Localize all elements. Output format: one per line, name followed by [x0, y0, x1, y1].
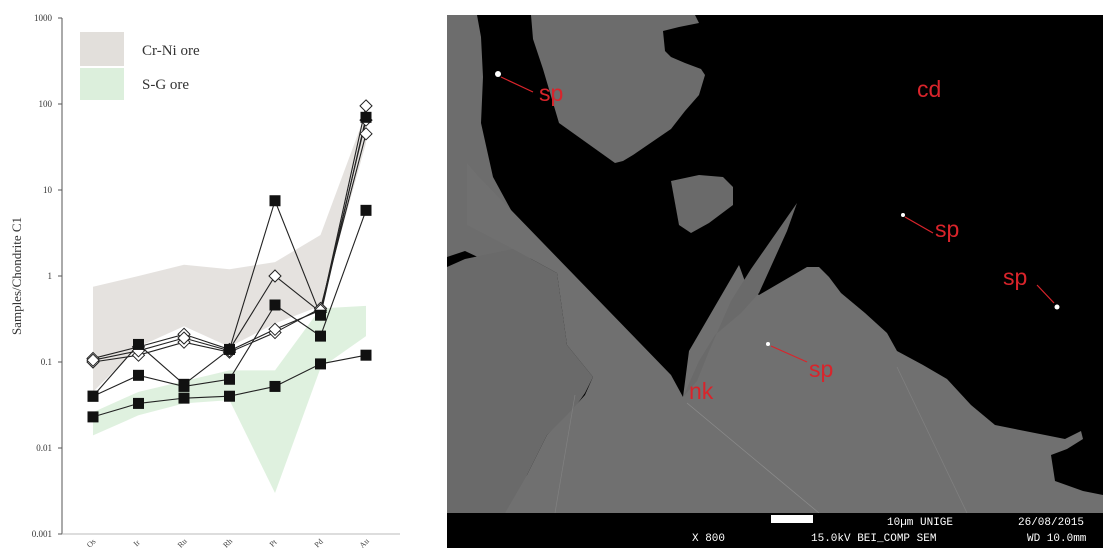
- grain-fracture-2: [554, 394, 576, 514]
- scale-text: 10µm UNIGE: [887, 517, 953, 529]
- data-point-square: [224, 390, 235, 402]
- data-point-square: [133, 397, 144, 409]
- y-tick-label: 1: [48, 271, 53, 281]
- legend: Cr-Ni ore S-G ore: [80, 32, 200, 100]
- nickeline-left-lobe: [447, 249, 593, 513]
- data-point-diamond: [268, 322, 282, 337]
- data-point-square: [133, 369, 144, 381]
- x-tick-label: Au: [358, 537, 371, 548]
- y-tick-label: 100: [39, 99, 53, 109]
- label-sp-2: sp: [935, 216, 959, 242]
- sem-micrograph: sp cd sp sp sp nk 10µm UNIGE 26/08/2015 …: [447, 15, 1103, 548]
- nickeline-spike: [683, 203, 797, 397]
- data-point-square: [360, 349, 372, 361]
- series-layer: [86, 99, 373, 423]
- sp-arrow-3: [1036, 284, 1055, 304]
- data-point-square: [315, 358, 326, 370]
- legend-swatch-cr-ni: [80, 32, 124, 66]
- legend-swatch-s-g: [80, 68, 124, 100]
- y-tick-label: 0.001: [32, 529, 52, 539]
- scale-bar: [771, 515, 813, 523]
- date-text: 26/08/2015: [1018, 517, 1084, 529]
- data-point-square: [269, 299, 281, 311]
- data-point-square: [133, 338, 144, 350]
- data-point-square: [360, 204, 372, 216]
- x-tick-label: Ru: [176, 537, 189, 548]
- data-point-diamond: [268, 269, 282, 283]
- label-cd: cd: [917, 76, 941, 102]
- data-point-diamond: [359, 127, 373, 141]
- sp-arrow-1: [500, 76, 534, 93]
- y-tick-label: 10: [43, 185, 53, 195]
- x-tick-label: Pd: [313, 537, 325, 548]
- data-point-square: [315, 309, 326, 321]
- y-tick-label: 0.01: [36, 443, 52, 453]
- grain-fracture-3: [896, 366, 968, 514]
- x-tick-label: Ir: [132, 538, 142, 548]
- fields-layer: [93, 112, 366, 493]
- sem-svg: sp cd sp sp sp nk 10µm UNIGE 26/08/2015 …: [447, 15, 1103, 548]
- x-tick-label: Rh: [221, 537, 234, 548]
- sperrylite-grain-4: [766, 342, 770, 346]
- y-ticks: 0.001 0.01 0.1 1 10 100 1000: [32, 13, 62, 539]
- data-point-diamond: [359, 99, 373, 113]
- label-sp-3: sp: [1003, 264, 1027, 290]
- sperrylite-grain-2: [901, 213, 905, 217]
- y-axis-label: Samples/Chondrite C1: [9, 217, 24, 335]
- data-point-square: [269, 195, 281, 207]
- nickeline-small-fragment: [671, 175, 733, 233]
- nickeline-fragment-top: [531, 15, 705, 163]
- chart-svg: 0.001 0.01 0.1 1 10 100 1000 Os Ir Ru Rh Pt Pd Au Sa…: [9, 13, 400, 550]
- data-point-square: [224, 343, 235, 355]
- x-tick-label: Os: [85, 537, 98, 548]
- data-point-diamond: [86, 353, 100, 367]
- sperrylite-grain-1: [495, 71, 501, 77]
- x-ticks: Os Ir Ru Rh Pt Pd Au: [85, 537, 371, 550]
- label-nk: nk: [689, 378, 714, 404]
- label-sp-4: sp: [809, 356, 833, 382]
- data-point-square: [178, 392, 190, 404]
- data-point-square: [224, 373, 235, 385]
- wd-text: WD 10.0mm: [1027, 533, 1087, 545]
- magnification-text: X 800: [692, 533, 725, 545]
- data-point-square: [87, 411, 99, 423]
- field-cr-ni-ore: [93, 112, 366, 392]
- grain-fracture: [686, 402, 820, 514]
- legend-label-cr-ni: Cr-Ni ore: [142, 43, 200, 59]
- sp-arrow-4: [770, 345, 808, 363]
- data-point-square: [87, 390, 99, 402]
- label-sp-1: sp: [539, 80, 563, 106]
- legend-label-s-g: S-G ore: [142, 77, 189, 93]
- x-tick-label: Pt: [268, 537, 280, 548]
- data-point-square: [360, 111, 372, 123]
- beam-text: 15.0kV BEI_COMP SEM: [811, 533, 936, 545]
- data-point-diamond: [177, 331, 191, 345]
- data-point-square: [315, 330, 326, 342]
- data-point-square: [269, 380, 281, 392]
- nickeline-main-grain: [467, 163, 1103, 513]
- data-point-square: [178, 380, 190, 392]
- sperrylite-grain-3: [1054, 304, 1060, 310]
- y-tick-label: 0.1: [41, 357, 52, 367]
- pge-chondrite-chart: 0.001 0.01 0.1 1 10 100 1000 Os Ir Ru Rh Pt Pd Au Sa…: [0, 0, 420, 550]
- y-tick-label: 1000: [34, 13, 53, 23]
- sp-arrow-2: [904, 216, 934, 234]
